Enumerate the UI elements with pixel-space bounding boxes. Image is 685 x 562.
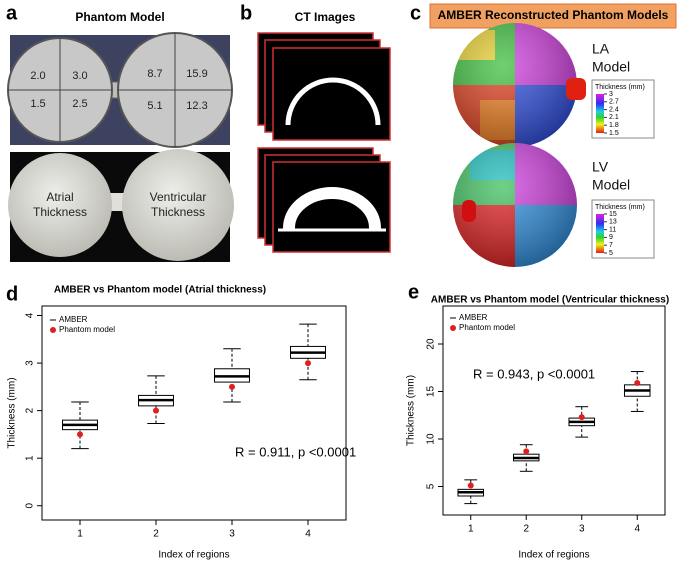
chart-title: AMBER vs Phantom model (Ventricular thic…: [431, 295, 669, 306]
plot-frame: [442, 305, 666, 516]
x-tick-label: 3: [579, 524, 585, 535]
region-value: 15.9: [186, 68, 207, 80]
colorbar: [596, 214, 604, 253]
panel-label: b: [240, 2, 252, 24]
model-label: LV: [592, 159, 609, 175]
panel-label: d: [6, 283, 18, 305]
x-axis-label: Index of regions: [518, 550, 589, 561]
y-axis-label: Thickness (mm): [7, 377, 18, 448]
colorbar-title: Thickness (mm): [595, 204, 645, 211]
chart-title: AMBER vs Phantom model (Atrial thickness…: [54, 285, 266, 296]
region-value: 5.1: [147, 100, 162, 112]
colorbar-label: 5: [609, 250, 613, 257]
la-model: [453, 23, 577, 147]
phantom-point: [578, 414, 585, 421]
legend-label: Phantom model: [59, 325, 115, 334]
colorbar-label: 7: [609, 242, 613, 249]
colorbar-label: 1.8: [609, 122, 619, 129]
colorbar-label: 1.5: [609, 130, 619, 137]
x-tick-label: 2: [153, 529, 159, 540]
annotation: R = 0.911, p <0.0001: [235, 444, 356, 459]
colorbar-label: 2.1: [609, 114, 619, 121]
phantom-point: [229, 383, 235, 390]
colorbar-title: Thickness (mm): [595, 84, 645, 91]
x-tick-label: 1: [77, 529, 83, 540]
ct-slices: [278, 77, 386, 232]
lv-appendage: [462, 200, 476, 222]
colorbar: [596, 94, 604, 133]
legend-swatch: [50, 327, 56, 333]
colorbar-label: 11: [609, 226, 616, 233]
panel-title: AMBER Reconstructed Phantom Models: [438, 8, 669, 22]
x-tick-label: 1: [468, 524, 474, 535]
y-tick-label: 5: [426, 483, 437, 489]
x-tick-label: 3: [229, 529, 235, 540]
phantom-render: [7, 32, 233, 148]
y-tick-label: 3: [25, 360, 36, 366]
region-value: 3.0: [72, 70, 87, 82]
colorbar-label: 13: [609, 219, 617, 226]
x-tick-label: 4: [634, 524, 640, 535]
la-appendage: [566, 78, 586, 100]
phantom-point: [523, 448, 530, 455]
plot-frame: [41, 305, 347, 521]
y-tick-label: 2: [25, 407, 36, 413]
y-tick-label: 10: [426, 433, 437, 445]
model-label: Model: [592, 177, 630, 193]
y-tick-label: 1: [25, 455, 36, 461]
region-value: 12.3: [186, 100, 207, 112]
model-label: Model: [592, 59, 630, 75]
ct-stack: [257, 32, 391, 253]
phantom-photo: [8, 149, 234, 262]
legend-label: Phantom model: [459, 323, 515, 332]
phantom-point: [77, 431, 83, 438]
panel-label: c: [410, 2, 421, 24]
photo-label: Ventricular: [150, 190, 207, 204]
legend-label: AMBER: [59, 315, 88, 324]
phantom-point: [634, 379, 641, 386]
y-tick-label: 20: [426, 338, 437, 350]
panel-label: e: [408, 281, 419, 303]
legend-swatch: [450, 325, 456, 331]
x-tick-label: 4: [305, 529, 311, 540]
phantom-point: [305, 360, 311, 367]
x-axis-label: Index of regions: [158, 550, 229, 561]
region-value: 8.7: [147, 68, 162, 80]
colorbar-label: 2.4: [609, 106, 619, 113]
panel-label: a: [6, 2, 18, 24]
colorbar-label: 9: [609, 234, 613, 241]
model-label: LA: [592, 41, 610, 57]
y-tick-label: 15: [426, 386, 437, 398]
phantom-point: [467, 482, 474, 489]
title-banner: [429, 3, 677, 29]
panel-title: CT Images: [295, 10, 356, 24]
photo-label: Atrial: [46, 190, 73, 204]
region-value: 2.0: [30, 70, 45, 82]
photo-label: Thickness: [33, 205, 87, 219]
colorbar-label: 15: [609, 211, 617, 218]
y-tick-label: 4: [25, 312, 36, 318]
y-tick-label: 0: [25, 503, 36, 509]
phantom-point: [153, 407, 159, 414]
legend-label: AMBER: [459, 313, 488, 322]
x-tick-label: 2: [523, 524, 529, 535]
annotation: R = 0.943, p <0.0001: [473, 366, 595, 381]
colorbar-label: 2.7: [609, 99, 619, 106]
panel-title: Phantom Model: [75, 10, 164, 24]
photo-label: Thickness: [151, 205, 205, 219]
region-value: 1.5: [30, 98, 45, 110]
region-value: 2.5: [72, 98, 87, 110]
colorbar-label: 3: [609, 91, 613, 98]
y-axis-label: Thickness (mm): [406, 375, 417, 446]
